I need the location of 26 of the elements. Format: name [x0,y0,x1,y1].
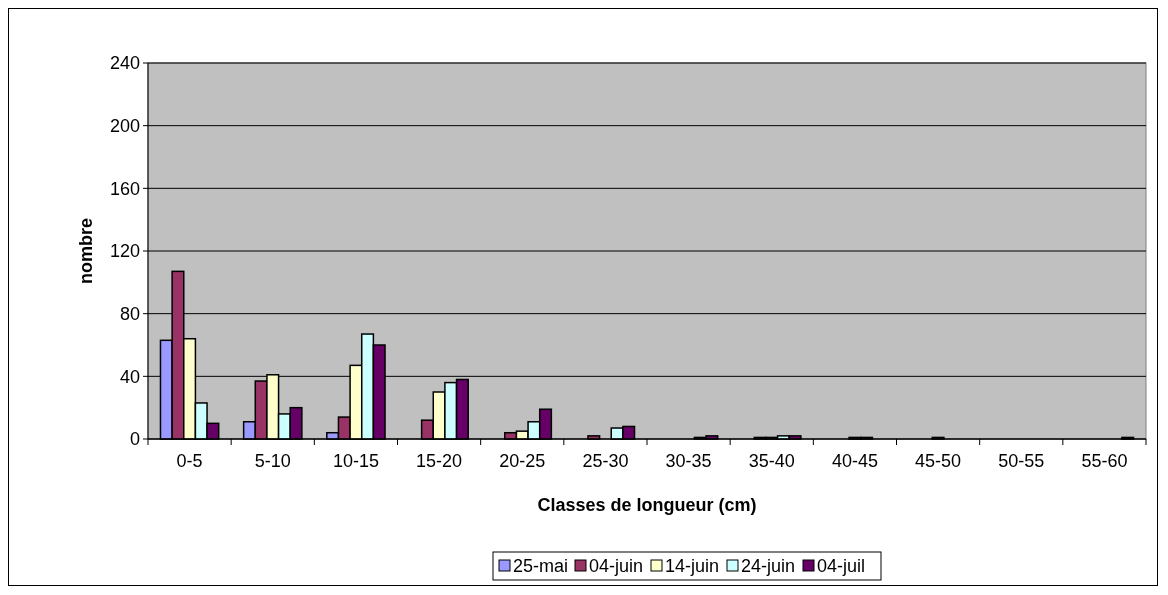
legend-label: 14-juin [665,556,720,577]
legend-label: 25-mai [513,556,569,577]
x-tick-label: 0-5 [176,451,203,471]
y-axis-title: nombre [76,217,96,285]
y-tick-label: 160 [109,178,140,199]
legend-label: 04-juil [817,556,866,577]
x-tick-label: 15-20 [416,451,463,471]
legend-label: 04-juin [589,556,644,577]
x-tick-label: 5-10 [254,451,291,471]
y-tick-label: 80 [119,303,140,324]
x-tick-label: 45-50 [915,451,962,471]
x-tick-label: 30-35 [665,451,712,471]
y-tick-label: 40 [119,366,140,387]
y-tick-label: 200 [109,115,140,136]
legend-label: 24-juin [741,556,796,577]
y-tick-label: 120 [109,241,140,262]
x-tick-label: 10-15 [332,451,379,471]
x-tick-label: 35-40 [748,451,795,471]
y-tick-label: 0 [129,429,140,450]
x-tick-label: 55-60 [1081,451,1128,471]
x-axis-title: Classes de longueur (cm) [537,495,757,515]
x-tick-label: 25-30 [582,451,629,471]
x-tick-label: 40-45 [831,451,878,471]
x-tick-label: 20-25 [499,451,546,471]
y-tick-label: 240 [109,53,140,74]
x-tick-label: 50-55 [998,451,1045,471]
